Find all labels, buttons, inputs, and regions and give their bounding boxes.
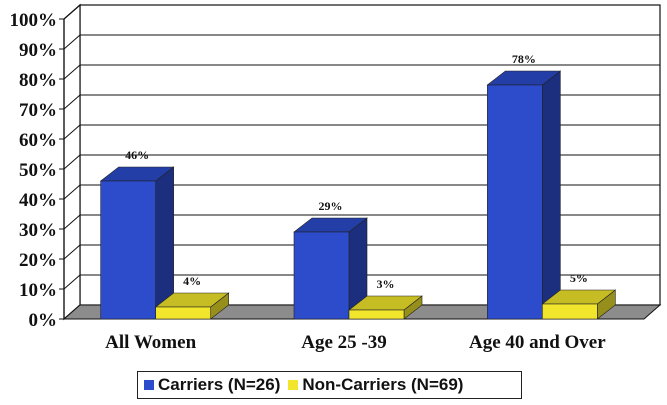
bar-front	[542, 303, 598, 320]
bar-carriers-0	[99, 166, 175, 320]
legend: Carriers (N=26) Non-Carriers (N=69)	[137, 371, 522, 399]
gridline-side	[63, 214, 81, 230]
data-label: 46%	[125, 148, 149, 162]
y-tick-label: 0%	[29, 310, 58, 331]
grid-layer	[62, 3, 662, 321]
y-tick-label: 70%	[19, 100, 57, 121]
data-label: 78%	[512, 52, 536, 66]
axis-layer: 0% 10% 20% 30% 40% 50% 60% 70% 80% 90% 100%	[10, 10, 65, 331]
gridline-side	[63, 94, 81, 110]
data-label: 5%	[570, 271, 588, 285]
x-category-label: Age 40 and Over	[469, 332, 606, 353]
bar-front	[155, 306, 211, 320]
bar-side	[542, 70, 561, 320]
gridline-side	[63, 274, 81, 290]
bar-non-carriers-0	[154, 292, 230, 320]
legend-item-non-carriers: Non-Carriers (N=69)	[288, 375, 463, 395]
legend-swatch-non-carriers	[288, 380, 299, 390]
bars-layer	[99, 70, 617, 320]
data-label: 4%	[183, 274, 201, 288]
y-tick-label: 100%	[10, 10, 58, 31]
y-tick-label: 60%	[19, 130, 57, 151]
labels-layer: 46% 4% All Women 29% 3% Age 25 -39 78% 5% Age 40…	[105, 52, 606, 353]
data-label: 3%	[377, 277, 395, 291]
legend-label-non-carriers: Non-Carriers (N=69)	[302, 375, 464, 394]
y-tick-label: 10%	[19, 280, 57, 301]
y-tick-label: 90%	[19, 40, 57, 61]
legend-label-carriers: Carriers (N=26)	[158, 375, 281, 394]
bar-carriers-1	[293, 217, 368, 320]
data-label: 29%	[319, 199, 343, 213]
gridline-side	[63, 4, 81, 20]
x-category-label: Age 25 -39	[301, 332, 386, 353]
y-tick-label: 80%	[19, 70, 57, 91]
legend-item-carriers: Carriers (N=26)	[144, 375, 280, 395]
gridline-side	[63, 124, 81, 140]
gridline-side	[63, 64, 81, 80]
bar-non-carriers-1	[348, 295, 423, 320]
bar-front	[487, 84, 543, 320]
x-category-label: All Women	[105, 332, 196, 353]
gridline-side	[63, 244, 81, 260]
gridline-side	[63, 154, 81, 170]
y-tick-label: 50%	[19, 160, 57, 181]
y-tick-label: 30%	[19, 220, 57, 241]
legend-swatch-carriers	[144, 380, 154, 390]
gridline-side	[63, 34, 81, 50]
y-tick-label: 20%	[19, 250, 57, 271]
y-tick-label: 40%	[19, 190, 57, 211]
bar-carriers-2	[486, 70, 562, 320]
bar-front	[348, 309, 405, 320]
bar-front	[293, 231, 350, 320]
gridline-side	[63, 184, 81, 200]
bar-non-carriers-2	[541, 289, 617, 320]
bar-front	[100, 180, 156, 320]
